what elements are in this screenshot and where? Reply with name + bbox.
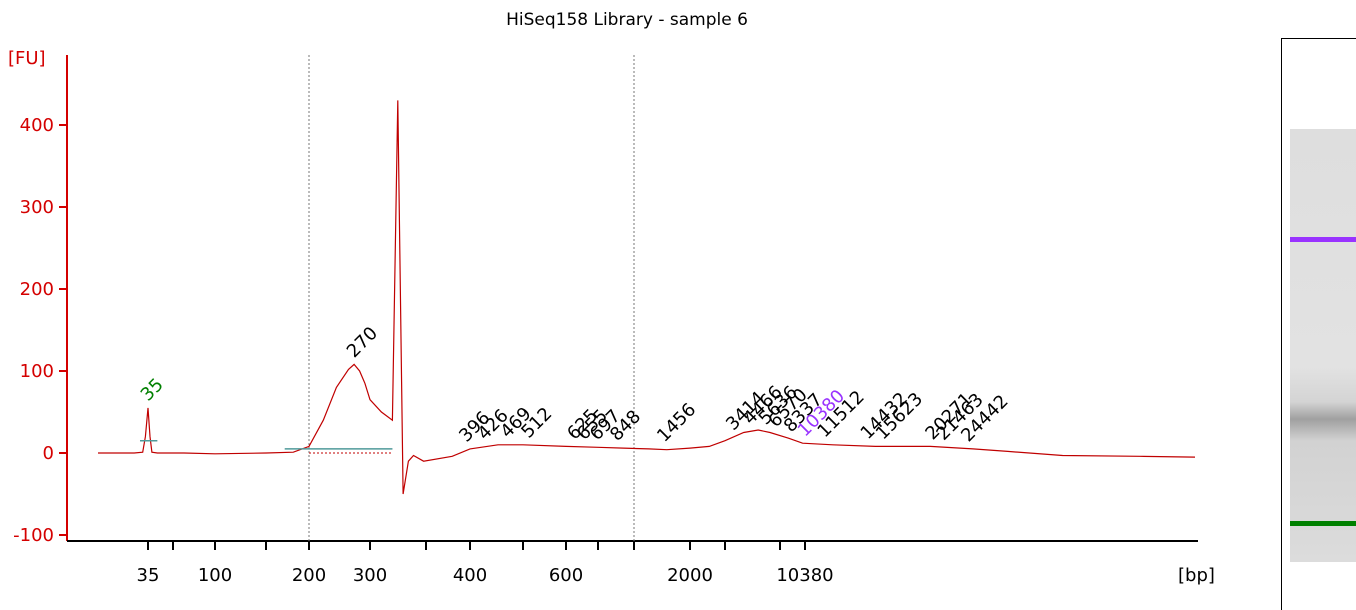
x-tick-label: 10380 [776, 565, 833, 586]
y-tick-label: 0 [43, 443, 54, 464]
region-markers [308, 55, 635, 541]
upper-marker-band [1290, 237, 1356, 242]
gel-lane [1290, 129, 1356, 562]
x-tick-label: 100 [198, 565, 232, 586]
x-tick-label: 200 [292, 565, 326, 586]
y-tick-label: 200 [20, 279, 54, 300]
y-axis-label: [FU] [8, 48, 46, 69]
chart-title: HiSeq158 Library - sample 6 [506, 10, 748, 30]
x-tick-label: 2000 [667, 565, 713, 586]
peak-label: 1456 [653, 399, 700, 446]
x-tick-label: 400 [453, 565, 487, 586]
y-tick-label: 400 [20, 115, 54, 136]
x-tick-label: 35 [137, 565, 160, 586]
y-tick-label: 300 [20, 197, 54, 218]
y-tick-label: 100 [20, 361, 54, 382]
y-tick-label: -100 [13, 525, 54, 546]
x-axis-label: [bp] [1178, 565, 1215, 586]
peak-label: 35 [137, 374, 168, 405]
gel-lane-panel [1281, 38, 1356, 610]
peak-label: 270 [343, 323, 382, 362]
series-trace [98, 100, 1196, 495]
lower-marker-band [1290, 521, 1356, 526]
x-tick-label: 300 [353, 565, 387, 586]
y-ticks: -100 0 100 200 300 400 [13, 115, 67, 546]
baseline-segments [139, 439, 393, 450]
x-tick-label: 600 [549, 565, 583, 586]
x-ticks: 35 100 200 300 400 600 2000 10380 [137, 541, 834, 586]
electropherogram-chart: HiSeq158 Library - sample 6 [FU] [bp] -1… [8, 10, 1215, 586]
